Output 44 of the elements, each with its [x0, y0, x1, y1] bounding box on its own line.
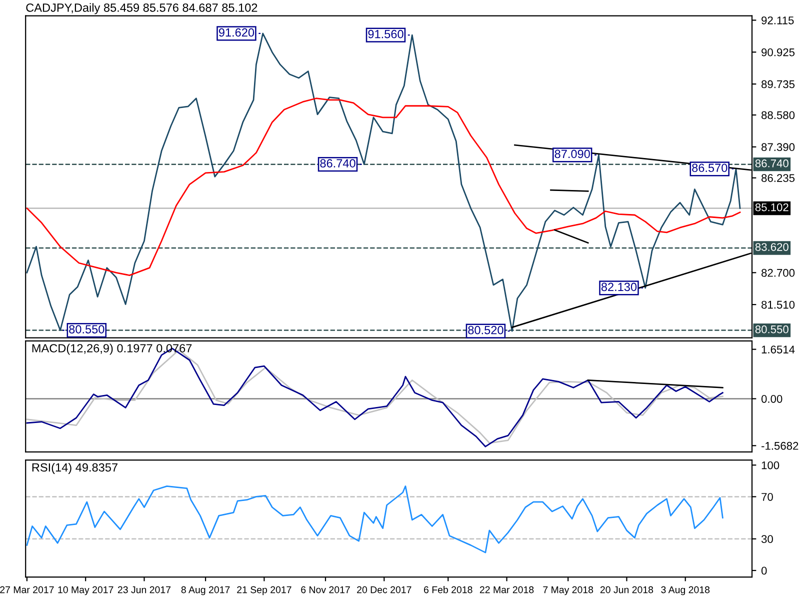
annotation: 80.520: [468, 326, 504, 334]
y-tick-label: 90.925: [762, 48, 795, 56]
line-series: [26, 98, 741, 276]
chart-title: MACD(12,26,9) 0.1977 0.0767: [32, 344, 192, 355]
ref-line-label: 83.620: [755, 243, 788, 251]
y-tick-label: 30: [761, 535, 773, 543]
y-tick-label: 82.700: [762, 268, 795, 277]
x-tick-label: 22 Mar 2018: [480, 586, 534, 594]
annotation: 82.130: [601, 282, 637, 292]
annotation: 91.620: [218, 28, 254, 37]
x-tick-label: 6 Nov 2017: [301, 586, 350, 594]
annotation: 86.570: [692, 164, 728, 172]
y-tick-label: 87.390: [762, 143, 795, 152]
ref-line-label: 85.102: [755, 203, 788, 212]
x-tick-label: 20 Dec 2017: [357, 586, 412, 594]
x-tick-label: 27 Mar 2017: [0, 586, 54, 594]
annotation: 80.550: [69, 325, 104, 334]
line-series: [26, 485, 724, 554]
y-tick-label: 0: [761, 566, 767, 575]
x-tick-label: 23 Jun 2017: [118, 586, 170, 594]
y-tick-label: 92.115: [762, 16, 794, 24]
annotation: 91.560: [368, 30, 404, 38]
x-tick-label: 3 Aug 2018: [661, 586, 710, 596]
y-tick-label: 89.735: [762, 80, 795, 88]
annotation: 87.090: [554, 150, 590, 158]
x-tick-label: 10 May 2017: [58, 586, 114, 596]
y-tick-label: 86.235: [762, 174, 795, 182]
y-tick-label: 81.510: [762, 300, 795, 309]
x-tick-label: 7 May 2018: [543, 586, 594, 596]
x-tick-label: 21 Sep 2017: [237, 586, 292, 596]
y-tick-label: 0.00: [761, 394, 782, 403]
x-tick-label: 8 Aug 2017: [181, 586, 230, 596]
annotation: 86.740: [320, 159, 356, 168]
y-tick-label: 1.6514: [762, 346, 795, 354]
x-tick-label: 20 Jun 2018: [600, 586, 654, 594]
ref-line-label: 80.550: [755, 325, 788, 334]
ref-line-label: 86.740: [755, 159, 788, 168]
chart-title: CADJPY,Daily 85.459 85.576 84.687 85.102: [26, 3, 258, 14]
y-tick-label: -1.5682: [762, 442, 798, 450]
x-tick-label: 6 Feb 2018: [424, 586, 472, 594]
y-tick-label: 88.580: [762, 111, 795, 120]
chart-title: RSI(14) 49.8357: [32, 462, 118, 474]
y-tick-label: 70: [762, 492, 773, 501]
y-tick-label: 100: [762, 461, 780, 470]
